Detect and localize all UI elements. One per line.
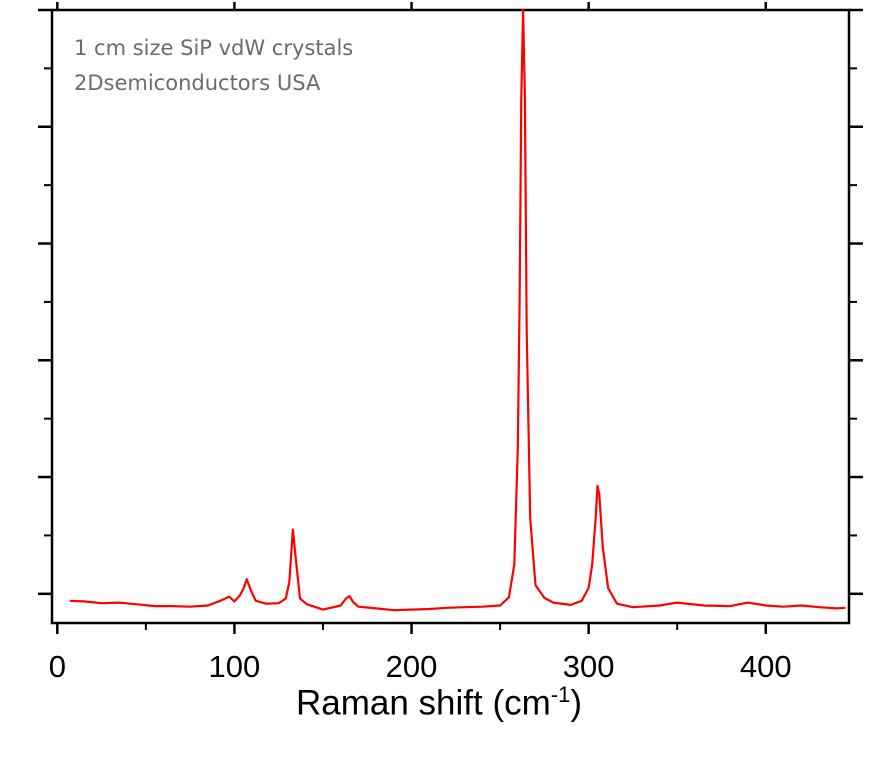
x-axis-label-superscript: -1 [550, 682, 571, 707]
x-axis-label-text: Raman shift (cm [296, 683, 551, 723]
x-tick-label: 100 [209, 649, 261, 684]
x-tick-label: 0 [49, 649, 66, 684]
plot-frame [50, 8, 851, 625]
x-axis-label-suffix: ) [570, 683, 582, 723]
x-tick-label: 200 [386, 649, 438, 684]
x-axis-label: Raman shift (cm-1) [0, 682, 878, 724]
x-tick-labels: 0 100 200 300 400 [49, 649, 792, 684]
annotation-line-2: 2Dsemiconductors USA [74, 71, 321, 95]
spectrum-line [69, 8, 846, 612]
x-tick-label: 400 [740, 649, 792, 684]
annotation-line-1: 1 cm size SiP vdW crystals [74, 36, 354, 60]
axis-ticks [38, 2, 863, 634]
x-tick-label: 300 [563, 649, 615, 684]
